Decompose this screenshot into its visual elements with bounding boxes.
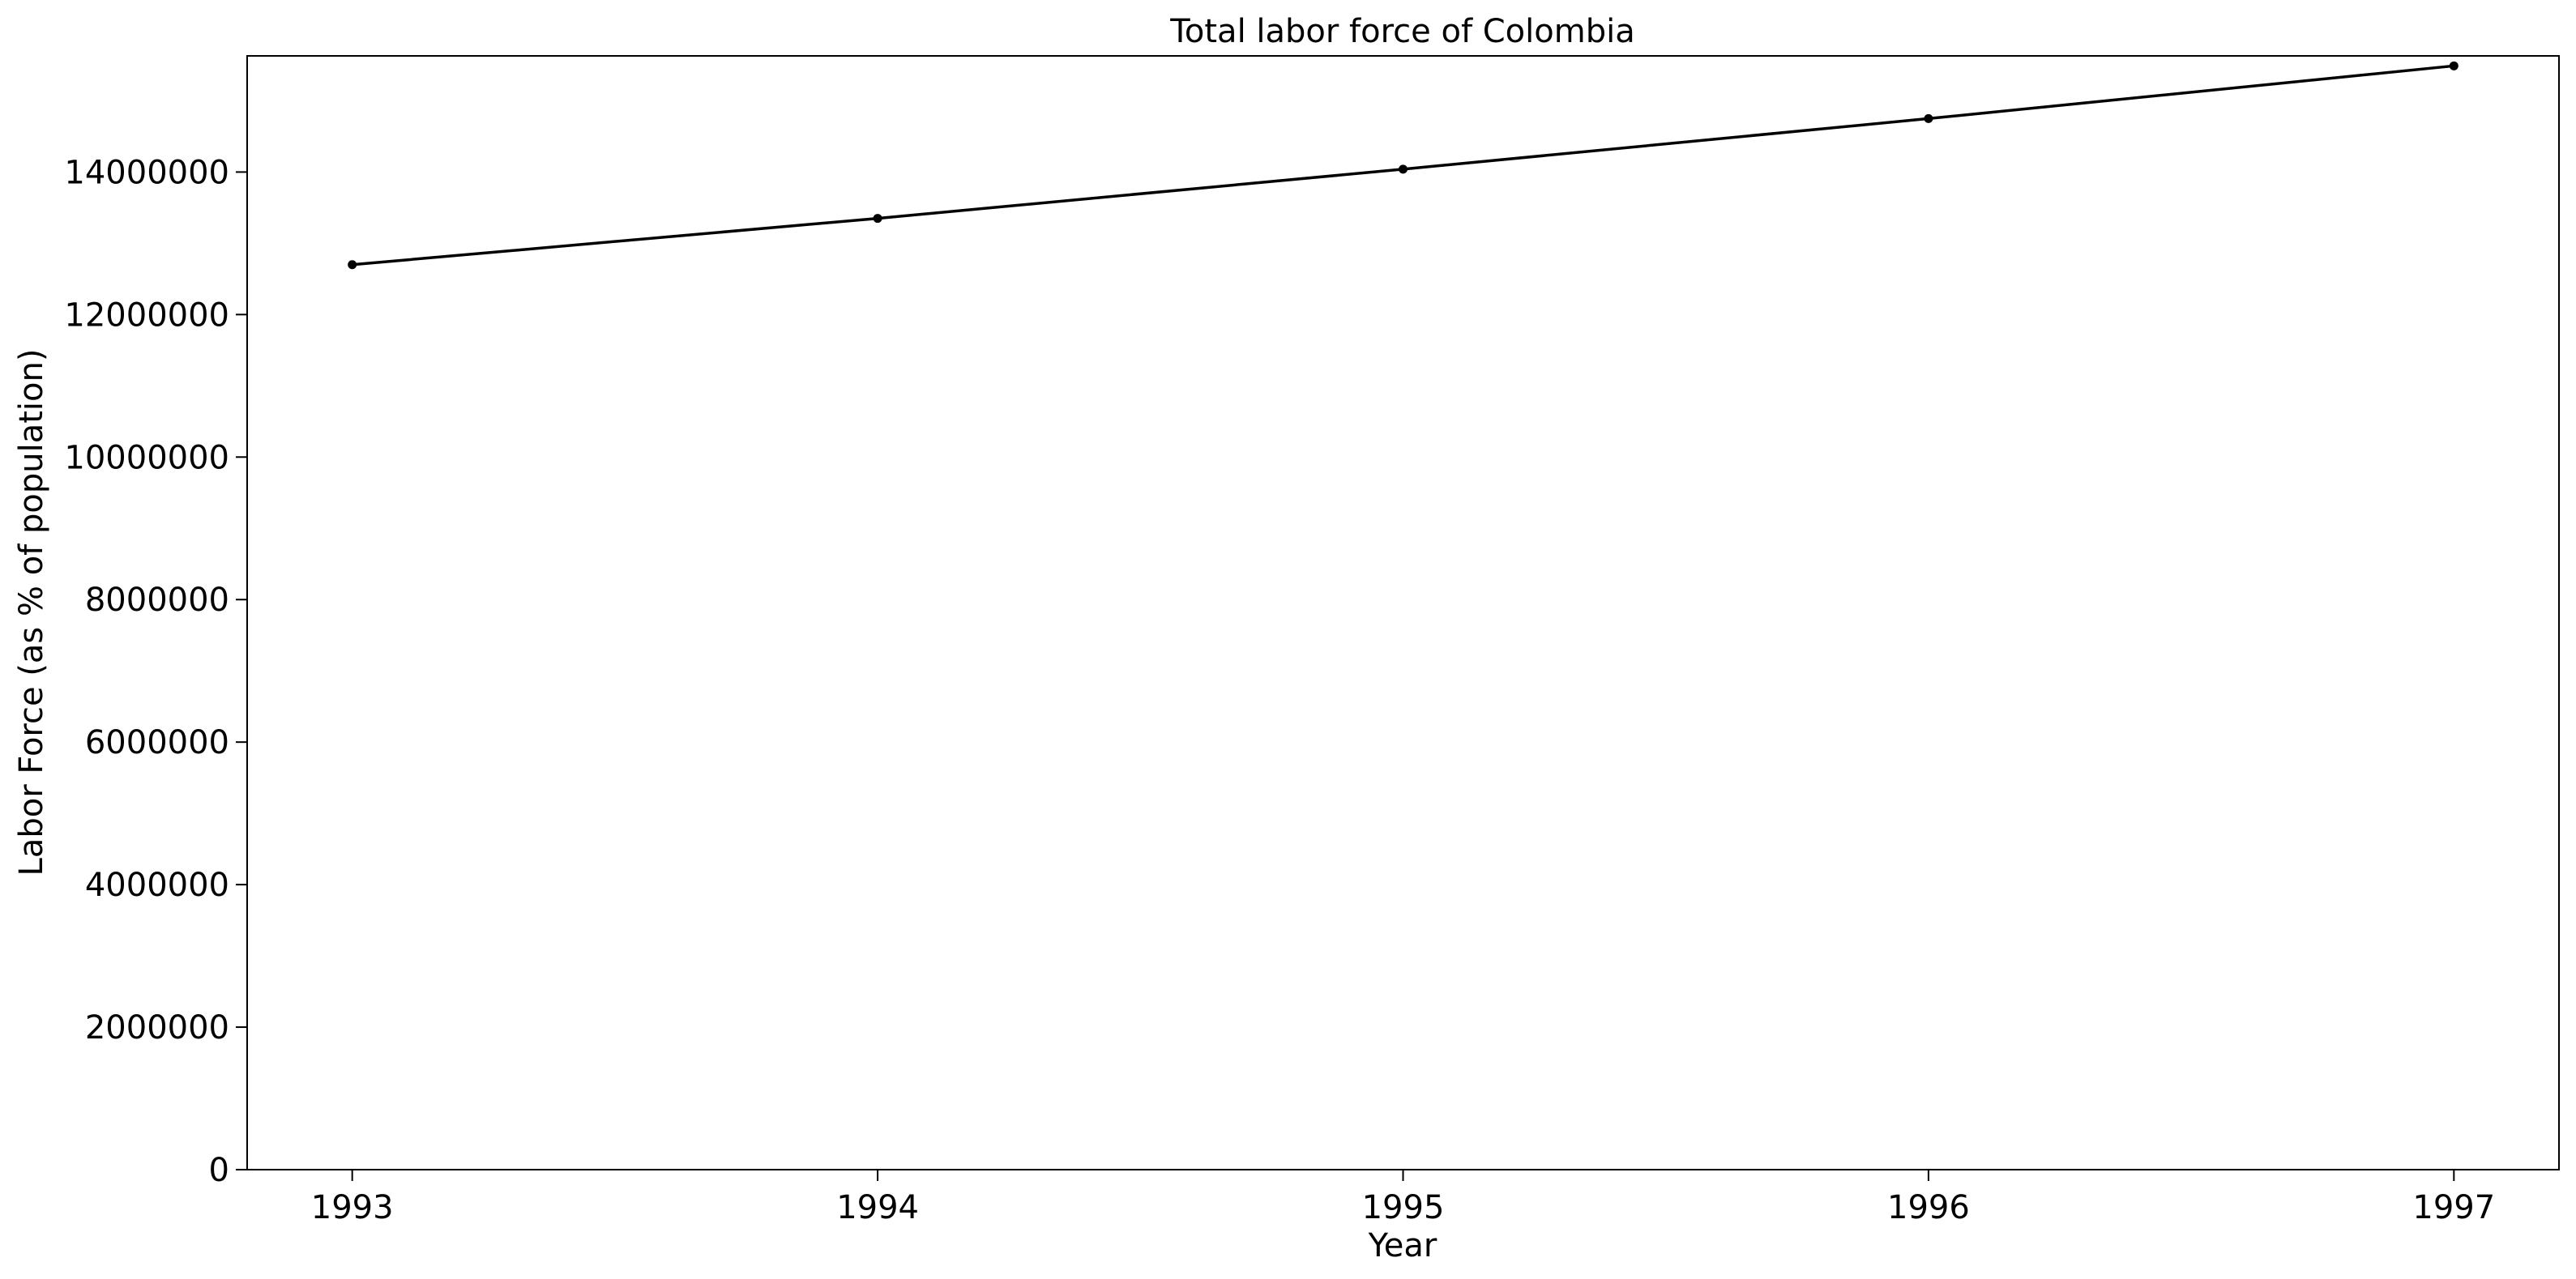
x-axis-label: Year [1368, 1227, 1438, 1264]
series-layer [348, 61, 2459, 270]
x-tick-label: 1994 [836, 1189, 919, 1226]
chart-title: Total labor force of Colombia [1169, 13, 1634, 50]
x-tick-label: 1995 [1362, 1189, 1445, 1226]
x-tick-label: 1997 [2412, 1189, 2495, 1226]
y-axis-label: Labor Force (as % of population) [13, 349, 50, 876]
plot-area-frame [246, 55, 2560, 1170]
data-point [873, 214, 882, 224]
y-tick-label: 10000000 [64, 439, 229, 476]
y-tick-label: 12000000 [64, 296, 229, 334]
y-tick-label: 14000000 [64, 154, 229, 191]
y-tick-label: 8000000 [85, 582, 229, 619]
data-point [1924, 113, 1933, 123]
y-tick-label: 0 [209, 1152, 229, 1189]
data-point [1399, 164, 1408, 174]
x-tick-label: 1993 [311, 1189, 394, 1226]
y-tick-label: 4000000 [85, 867, 229, 904]
x-axis-ticks: 1993 1994 1995 1996 1997 [311, 1170, 2495, 1226]
y-axis-ticks: 0 2000000 4000000 6000000 8000000 10000000 120… [64, 154, 247, 1189]
data-point [2449, 61, 2459, 70]
y-tick-label: 2000000 [85, 1009, 229, 1047]
x-tick-label: 1996 [1887, 1189, 1970, 1226]
data-point [348, 260, 357, 270]
y-tick-label: 6000000 [85, 724, 229, 761]
